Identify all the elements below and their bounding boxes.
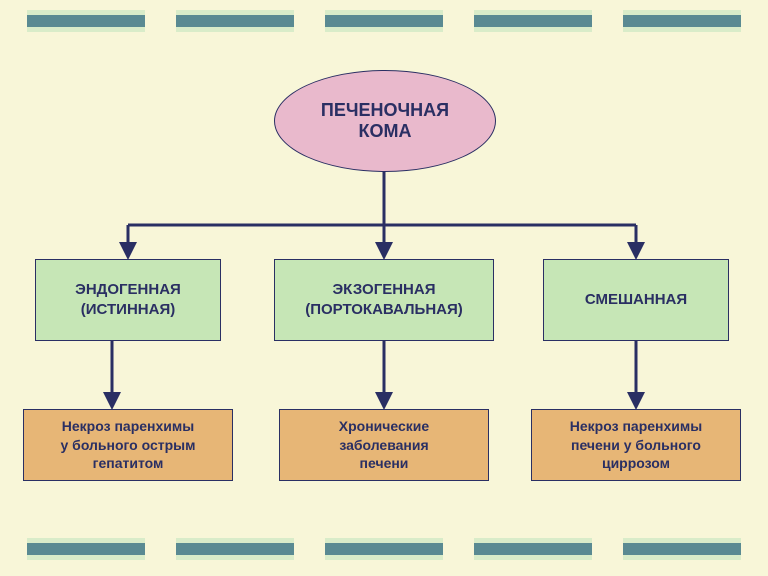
leaf-node-l1: Некроз паренхимы у больного острым гепат… <box>23 409 233 481</box>
mid-node-exo: ЭКЗОГЕННАЯ (ПОРТОКАВАЛЬНАЯ) <box>274 259 494 341</box>
decor-top <box>0 10 768 32</box>
decor-block <box>623 10 741 32</box>
decor-block <box>176 10 294 32</box>
leaf-node-l3: Некроз паренхимы печени у больного цирро… <box>531 409 741 481</box>
root-node: ПЕЧЕНОЧНАЯ КОМА <box>274 70 496 172</box>
decor-block <box>623 538 741 560</box>
decor-block <box>474 538 592 560</box>
decor-block <box>325 10 443 32</box>
decor-block <box>27 538 145 560</box>
decor-block <box>474 10 592 32</box>
mid-node-endo: ЭНДОГЕННАЯ (ИСТИННАЯ) <box>35 259 221 341</box>
mid-node-mixed: СМЕШАННАЯ <box>543 259 729 341</box>
decor-block <box>27 10 145 32</box>
decor-bottom <box>0 538 768 560</box>
decor-block <box>176 538 294 560</box>
decor-block <box>325 538 443 560</box>
leaf-node-l2: Хронические заболевания печени <box>279 409 489 481</box>
